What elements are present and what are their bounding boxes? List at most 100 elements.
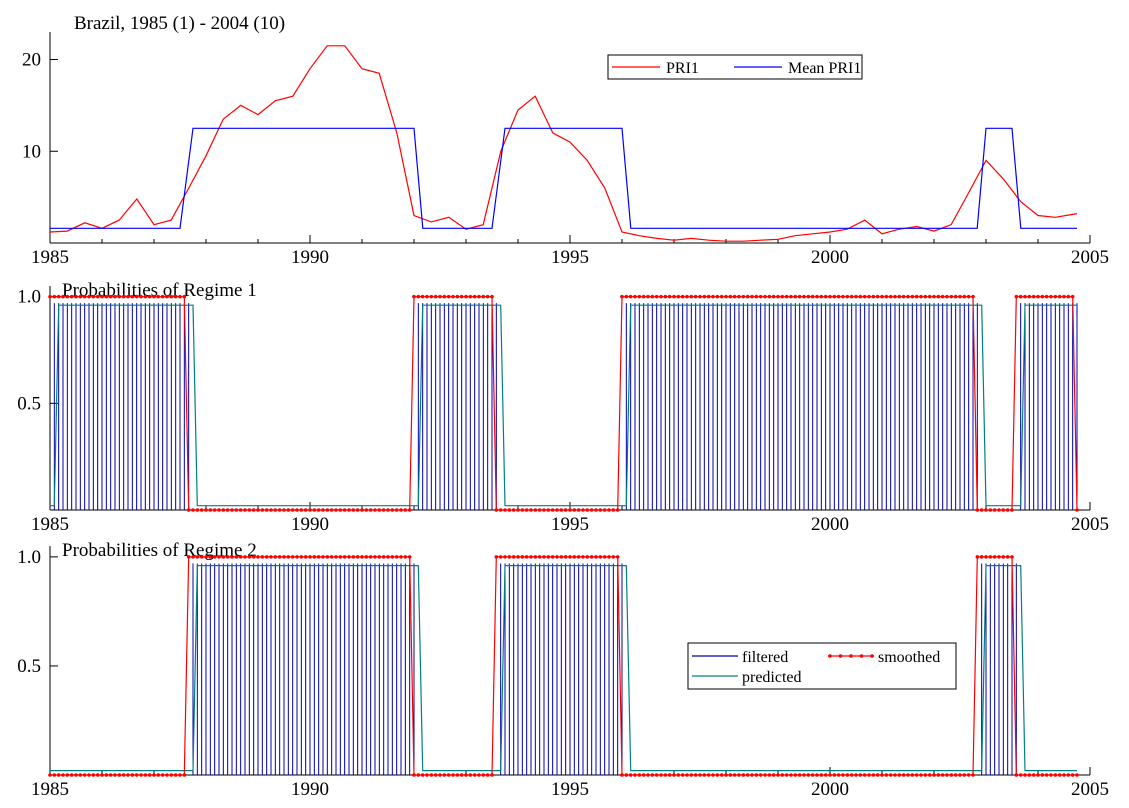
smoothed-marker	[698, 294, 702, 299]
smoothed-marker	[897, 773, 902, 777]
smoothed-marker	[1001, 555, 1006, 559]
smoothed-marker	[381, 555, 386, 559]
smoothed-marker	[615, 555, 620, 559]
smoothed-marker	[48, 294, 52, 299]
smoothed-marker	[446, 773, 451, 777]
smoothed-marker	[368, 508, 373, 512]
smoothed-marker	[360, 555, 364, 559]
smoothed-marker	[407, 555, 412, 559]
smoothed-marker	[633, 773, 637, 777]
smoothed-marker	[819, 294, 824, 299]
smoothed-marker	[498, 508, 503, 512]
smoothed-marker	[958, 294, 962, 299]
smoothed-marker	[364, 508, 369, 512]
smoothed-marker	[676, 294, 681, 299]
smoothed-marker	[399, 508, 403, 512]
smoothed-marker	[594, 555, 598, 559]
smoothed-marker	[438, 294, 442, 299]
smoothed-marker	[650, 773, 655, 777]
smoothed-marker	[113, 773, 117, 777]
smoothed-marker	[451, 773, 455, 777]
smoothed-marker	[845, 294, 850, 299]
smoothed-marker	[576, 508, 581, 512]
smoothed-marker	[949, 294, 954, 299]
smoothed-marker	[568, 555, 572, 559]
smoothed-marker	[932, 773, 936, 777]
smoothed-marker	[455, 773, 460, 777]
legend-marker-smoothed	[828, 654, 832, 658]
smoothed-marker	[555, 508, 559, 512]
smoothed-marker	[195, 508, 200, 512]
smoothed-marker	[741, 773, 746, 777]
smoothed-marker	[867, 294, 871, 299]
smoothed-marker	[914, 773, 919, 777]
smoothed-marker	[191, 555, 195, 559]
smoothed-marker	[871, 773, 876, 777]
smoothed-marker	[204, 508, 208, 512]
smoothed-marker	[676, 773, 681, 777]
smoothed-marker	[477, 294, 481, 299]
smoothed-marker	[347, 508, 351, 512]
smoothed-marker	[815, 773, 819, 777]
smoothed-marker	[702, 773, 707, 777]
smoothed-marker	[134, 773, 139, 777]
smoothed-marker	[481, 294, 486, 299]
smoothed-marker	[160, 294, 165, 299]
smoothed-marker	[997, 555, 1001, 559]
smoothed-marker	[425, 294, 429, 299]
smoothed-marker	[685, 294, 689, 299]
smoothed-marker	[173, 773, 178, 777]
smoothed-marker	[789, 294, 793, 299]
smoothed-marker	[598, 508, 603, 512]
smoothed-marker	[780, 773, 785, 777]
smoothed-marker	[802, 773, 806, 777]
smoothed-marker	[806, 773, 811, 777]
smoothed-marker	[1036, 294, 1040, 299]
smoothed-marker	[377, 508, 382, 512]
mean-pri1-series-line	[50, 127, 1077, 229]
smoothed-marker	[429, 294, 434, 299]
smoothed-marker	[100, 773, 104, 777]
smoothed-marker	[871, 294, 876, 299]
smoothed-marker	[624, 294, 629, 299]
smoothed-marker	[52, 294, 57, 299]
smoothed-marker	[416, 294, 421, 299]
smoothed-marker	[95, 773, 100, 777]
smoothed-marker	[1001, 508, 1006, 512]
smoothed-marker	[555, 555, 559, 559]
smoothed-marker	[91, 294, 96, 299]
smoothed-marker	[997, 508, 1001, 512]
smoothed-marker	[178, 773, 182, 777]
smoothed-marker	[832, 294, 837, 299]
smoothed-marker	[147, 294, 152, 299]
smoothed-marker	[217, 555, 221, 559]
smoothed-marker	[992, 555, 997, 559]
smoothed-marker	[793, 773, 798, 777]
smoothed-marker	[910, 294, 915, 299]
smoothed-marker	[1070, 773, 1075, 777]
smoothed-marker	[906, 773, 910, 777]
smoothed-marker	[121, 773, 126, 777]
smoothed-marker	[737, 294, 741, 299]
smoothed-marker	[940, 773, 945, 777]
smoothed-marker	[1066, 294, 1071, 299]
smoothed-marker	[663, 294, 668, 299]
smoothed-marker	[386, 508, 390, 512]
smoothed-marker	[355, 508, 360, 512]
smoothed-marker	[667, 294, 672, 299]
smoothed-marker	[74, 773, 78, 777]
smoothed-marker	[693, 773, 698, 777]
smoothed-marker	[420, 294, 425, 299]
smoothed-marker	[507, 555, 512, 559]
smoothed-marker	[69, 294, 74, 299]
smoothed-marker	[971, 294, 975, 299]
smoothed-marker	[771, 773, 776, 777]
smoothed-marker	[776, 773, 780, 777]
x-tick-label: 1985	[31, 514, 69, 535]
smoothed-marker	[1010, 508, 1014, 512]
smoothed-marker	[654, 773, 659, 777]
smoothed-marker	[542, 555, 546, 559]
smoothed-marker	[953, 773, 958, 777]
smoothed-marker	[745, 294, 750, 299]
smoothed-marker	[199, 555, 204, 559]
